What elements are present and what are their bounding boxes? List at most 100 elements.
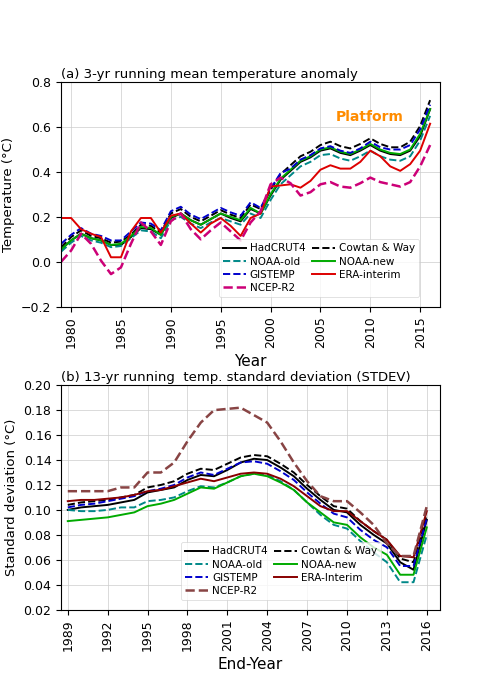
Cowtan & Way [344,505,349,513]
GISTEMP [158,226,163,234]
NOAA-old [167,216,173,225]
X-axis label: End-Year: End-Year [218,657,283,672]
NOAA-new [144,502,150,510]
ERA-interim [237,232,243,240]
NOAA-new [198,484,203,492]
GISTEMP [58,240,64,248]
NOAA-new [88,234,94,242]
ERA-Interim [344,507,349,515]
ERA-Interim [91,496,97,504]
Legend: HadCRUT4, NOAA-old, GISTEMP, NCEP-R2, Cowtan & Way, NOAA-new, ERA-interim: HadCRUT4, NOAA-old, GISTEMP, NCEP-R2, Co… [218,239,418,297]
NOAA-new [118,240,123,248]
NOAA-new [370,543,376,551]
GISTEMP [327,142,333,150]
NOAA-old [78,507,84,515]
NOAA-new [187,216,193,225]
NCEP-R2 [407,178,412,186]
NOAA-old [396,157,402,165]
GISTEMP [416,125,422,134]
GISTEMP [237,458,243,466]
NOAA-new [267,190,273,199]
ERA-Interim [224,473,230,482]
NOAA-old [138,226,143,234]
NOAA-old [227,217,233,225]
GISTEMP [108,236,114,245]
ERA-interim [128,227,134,236]
NCEP-R2 [98,256,104,264]
Cowtan & Way [327,138,333,146]
HadCRUT4 [427,105,432,113]
Cowtan & Way [383,536,389,544]
HadCRUT4 [423,516,429,524]
NOAA-new [211,484,217,493]
NOAA-old [247,210,253,218]
HadCRUT4 [118,498,123,506]
NOAA-new [386,149,392,157]
NOAA-new [247,203,253,212]
NCEP-R2 [396,182,402,190]
NCEP-R2 [327,178,333,186]
NOAA-new [217,210,223,218]
NOAA-new [264,472,269,480]
NOAA-new [128,232,134,240]
ERA-Interim [237,470,243,478]
NCEP-R2 [307,188,313,197]
Cowtan & Way [184,470,190,478]
NCEP-R2 [370,521,376,529]
HadCRUT4 [396,151,402,159]
HadCRUT4 [247,205,253,213]
Cowtan & Way [178,205,183,213]
HadCRUT4 [277,176,283,184]
ERA-Interim [211,477,217,486]
NOAA-old [250,470,256,478]
Cowtan & Way [396,554,402,562]
NCEP-R2 [158,469,163,477]
Cowtan & Way [78,226,84,234]
Line: GISTEMP: GISTEMP [61,105,429,244]
HadCRUT4 [377,147,383,155]
GISTEMP [78,224,84,232]
NOAA-old [386,155,392,164]
NOAA-old [357,537,363,545]
ERA-Interim [290,482,296,490]
Line: NOAA-old: NOAA-old [68,474,426,582]
GISTEMP [224,464,230,473]
NOAA-new [304,498,309,506]
NOAA-new [78,516,84,524]
NCEP-R2 [148,227,154,236]
ERA-Interim [250,469,256,477]
Cowtan & Way [158,229,163,237]
ERA-interim [357,158,363,166]
HadCRUT4 [78,229,84,238]
Y-axis label: Temperature (°C): Temperature (°C) [2,137,16,252]
NOAA-new [138,223,143,231]
NOAA-new [171,496,177,504]
NCEP-R2 [104,487,110,495]
HadCRUT4 [290,472,296,480]
Cowtan & Way [427,96,432,104]
NOAA-old [383,558,389,566]
ERA-interim [247,214,253,222]
NOAA-old [224,478,230,486]
NOAA-new [224,478,230,486]
Line: HadCRUT4: HadCRUT4 [61,109,429,249]
Line: NOAA-new: NOAA-new [68,474,426,575]
ERA-interim [138,214,143,222]
GISTEMP [131,492,137,500]
ERA-interim [407,160,412,169]
NOAA-new [357,145,363,153]
GISTEMP [317,499,323,508]
NCEP-R2 [377,178,383,186]
NOAA-old [290,486,296,494]
HadCRUT4 [366,141,372,149]
Cowtan & Way [317,141,323,149]
NOAA-new [198,221,203,229]
HadCRUT4 [287,166,293,175]
HadCRUT4 [91,502,97,510]
NOAA-old [304,498,309,506]
ERA-interim [337,164,343,173]
NOAA-new [227,213,233,221]
Cowtan & Way [237,453,243,462]
NOAA-new [330,519,336,527]
ERA-Interim [410,553,416,562]
